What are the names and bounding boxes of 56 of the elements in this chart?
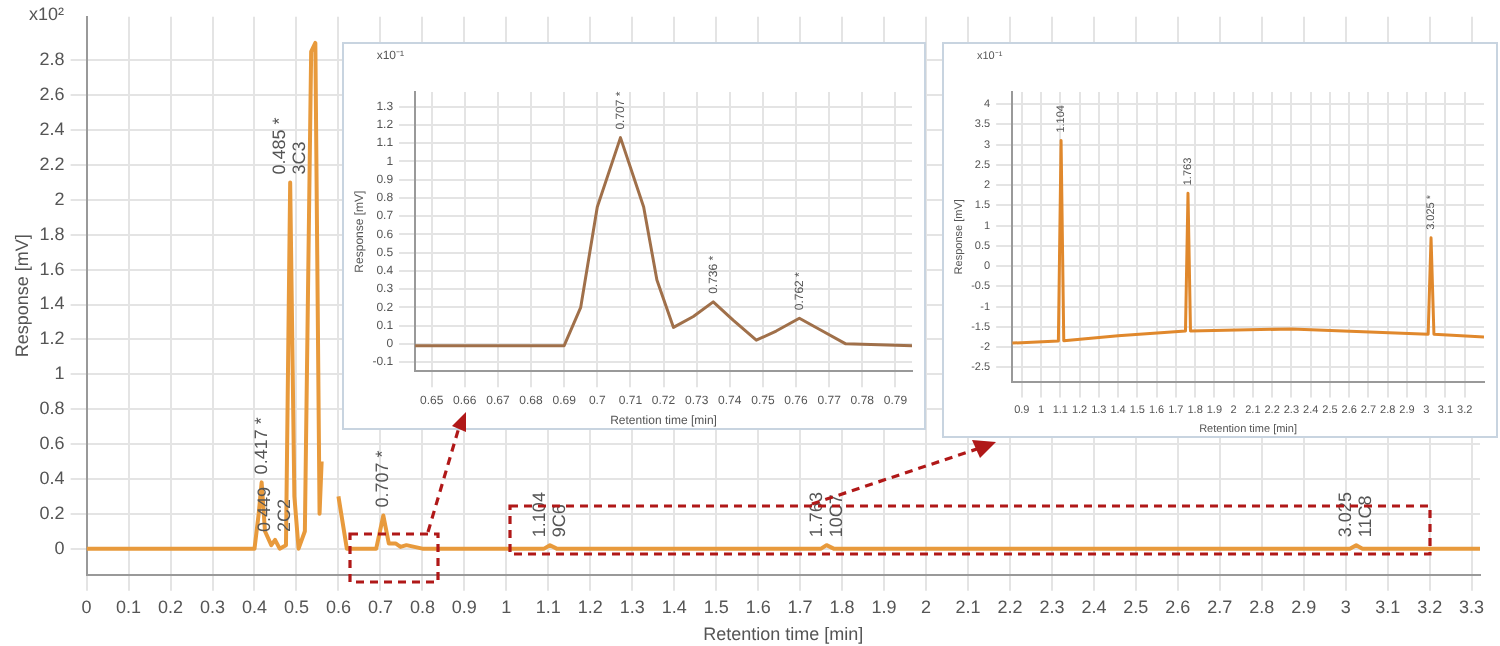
x-tick-label: 1.1 (535, 596, 561, 617)
x-tick-label: 2.9 (1291, 596, 1317, 617)
x-tick-label: 0.8 (409, 596, 435, 617)
x-tick-label: 1.3 (619, 596, 645, 617)
x-axis-title: Retention time [min] (703, 624, 864, 645)
y-axis-title: Response [mV] (11, 234, 32, 358)
x-tick-label: 1.4 (661, 596, 687, 617)
x-tick-label: 1.5 (703, 596, 729, 617)
x-tick-label: 2.4 (1081, 596, 1107, 617)
x-tick-label: 0.9 (451, 596, 477, 617)
x-tick-label: 2.8 (1249, 596, 1275, 617)
y-tick-label: 0.4 (39, 467, 65, 488)
y-tick-label: 0 (54, 537, 65, 558)
x-tick-label: 2.1 (955, 596, 981, 617)
y-tick-label: 2.8 (39, 49, 65, 70)
x-tick-label: 3.2 (1417, 596, 1443, 617)
x-tick-label: 3 (1340, 596, 1351, 617)
y-tick-label: 1.4 (39, 293, 65, 314)
y-tick-label: 1 (54, 363, 65, 384)
x-tick-label: 3.3 (1459, 596, 1485, 617)
x-tick-label: 0.5 (283, 596, 309, 617)
annotation: 0.707 * (372, 449, 393, 508)
x-tick-label: 0.3 (200, 596, 226, 617)
annotation: 0.449 2C2 (254, 486, 295, 532)
x-tick-label: 3.1 (1375, 596, 1401, 617)
x-tick-label: 1.6 (745, 596, 771, 617)
y-tick-label: 2.2 (39, 153, 65, 174)
x-tick-label: 0.2 (158, 596, 184, 617)
x-tick-label: 0.6 (325, 596, 351, 617)
x-tick-label: 1.2 (577, 596, 603, 617)
x-tick-label: 1.9 (871, 596, 897, 617)
y-tick-label: 2.6 (39, 84, 65, 105)
x-tick-label: 1.8 (829, 596, 855, 617)
y-tick-label: 2.4 (39, 119, 65, 140)
x-tick-label: 2.7 (1207, 596, 1233, 617)
y-tick-label: 1.2 (39, 328, 65, 349)
x-tick-label: 1 (501, 596, 512, 617)
y-tick-label: 2 (54, 188, 65, 209)
x-tick-label: 2.2 (997, 596, 1023, 617)
y-tick-label: 1.6 (39, 258, 65, 279)
annotation: 0.417 * (250, 416, 271, 475)
x-tick-label: 2.5 (1123, 596, 1149, 617)
x-tick-label: 0.1 (116, 596, 142, 617)
annotation: 0.485 * 3C3 (269, 116, 310, 175)
x-tick-label: 0.4 (241, 596, 268, 617)
x-tick-label: 2.3 (1039, 596, 1065, 617)
x-tick-label: 1.7 (787, 596, 813, 617)
annotation: 1.104 9C6 (528, 492, 569, 538)
y-tick-label: 0.6 (39, 432, 65, 453)
x-tick-label: 2.6 (1165, 596, 1191, 617)
y-tick-label: 1.8 (39, 223, 65, 244)
annotation: 3.025 11C8 (1335, 492, 1376, 538)
x-tick-label: 2 (920, 596, 932, 617)
text: x10² (29, 3, 65, 24)
x-tick-label: 0 (81, 596, 92, 617)
y-tick-label: 0.2 (39, 502, 65, 523)
